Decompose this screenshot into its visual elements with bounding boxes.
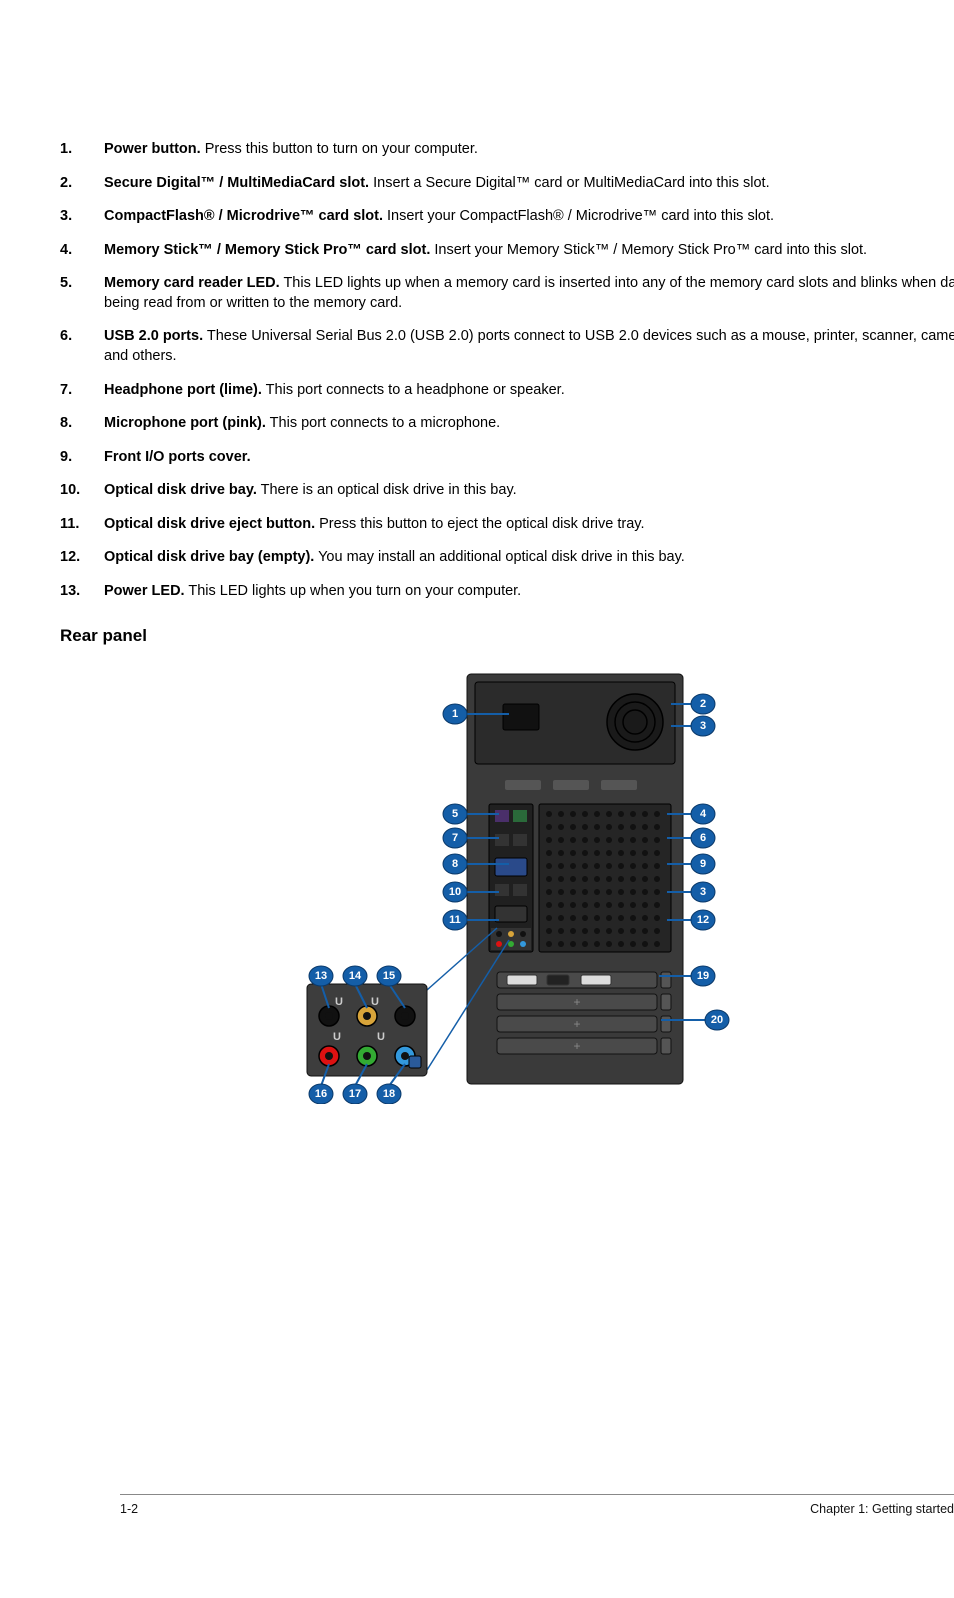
item-text: Power button. Press this button to turn … [104, 140, 954, 160]
item-number: 8. [60, 414, 104, 434]
item-text: USB 2.0 ports. These Universal Serial Bu… [104, 327, 954, 366]
item-number: 2. [60, 174, 104, 194]
item-text: Optical disk drive bay (empty). You may … [104, 548, 954, 568]
svg-text:5: 5 [452, 808, 458, 820]
item-text: Optical disk drive bay. There is an opti… [104, 481, 954, 501]
svg-text:11: 11 [449, 914, 461, 926]
item-number: 4. [60, 241, 104, 261]
item-number: 7. [60, 381, 104, 401]
svg-text:U: U [377, 1031, 385, 1043]
feature-item: 6.USB 2.0 ports. These Universal Serial … [60, 327, 954, 366]
page-number: 1-2 [120, 1501, 138, 1518]
feature-item: 1.Power button. Press this button to tur… [60, 140, 954, 160]
item-number: 13. [60, 582, 104, 602]
rear-panel-heading: Rear panel [60, 625, 954, 648]
svg-text:18: 18 [383, 1088, 395, 1100]
svg-text:6: 6 [700, 832, 706, 844]
feature-item: 2.Secure Digital™ / MultiMediaCard slot.… [60, 174, 954, 194]
item-number: 10. [60, 481, 104, 501]
feature-item: 7.Headphone port (lime). This port conne… [60, 381, 954, 401]
svg-text:9: 9 [700, 858, 706, 870]
feature-item: 11.Optical disk drive eject button. Pres… [60, 515, 954, 535]
chapter-label: Chapter 1: Getting started [810, 1501, 954, 1518]
item-text: CompactFlash® / Microdrive™ card slot. I… [104, 207, 954, 227]
svg-text:15: 15 [383, 970, 395, 982]
svg-text:10: 10 [449, 886, 461, 898]
svg-text:12: 12 [697, 914, 709, 926]
feature-item: 5.Memory card reader LED. This LED light… [60, 274, 954, 313]
page-footer: 1-2 Chapter 1: Getting started [120, 1494, 954, 1518]
item-number: 1. [60, 140, 104, 160]
svg-text:4: 4 [700, 808, 707, 820]
item-text: Microphone port (pink). This port connec… [104, 414, 954, 434]
svg-text:13: 13 [315, 970, 327, 982]
svg-text:U: U [333, 1031, 341, 1043]
feature-item: 9.Front I/O ports cover. [60, 448, 954, 468]
item-number: 9. [60, 448, 104, 468]
item-text: Memory card reader LED. This LED lights … [104, 274, 954, 313]
item-number: 6. [60, 327, 104, 366]
svg-text:+: + [573, 1039, 580, 1053]
item-number: 5. [60, 274, 104, 313]
svg-text:8: 8 [452, 858, 458, 870]
feature-item: 4.Memory Stick™ / Memory Stick Pro™ card… [60, 241, 954, 261]
svg-text:17: 17 [349, 1088, 361, 1100]
svg-text:7: 7 [452, 832, 458, 844]
item-text: Optical disk drive eject button. Press t… [104, 515, 954, 535]
rear-panel-diagram: +++UUUU15781011234693121920131415161718 [60, 664, 954, 1104]
item-text: Memory Stick™ / Memory Stick Pro™ card s… [104, 241, 954, 261]
svg-text:19: 19 [697, 970, 709, 982]
item-text: Front I/O ports cover. [104, 448, 954, 468]
item-number: 3. [60, 207, 104, 227]
svg-text:1: 1 [452, 708, 458, 720]
item-number: 11. [60, 515, 104, 535]
feature-item: 3.CompactFlash® / Microdrive™ card slot.… [60, 207, 954, 227]
svg-text:+: + [573, 995, 580, 1009]
feature-item: 8.Microphone port (pink). This port conn… [60, 414, 954, 434]
svg-text:16: 16 [315, 1088, 327, 1100]
svg-text:3: 3 [700, 720, 706, 732]
svg-text:14: 14 [349, 970, 362, 982]
item-text: Headphone port (lime). This port connect… [104, 381, 954, 401]
feature-item: 12.Optical disk drive bay (empty). You m… [60, 548, 954, 568]
svg-text:20: 20 [711, 1014, 723, 1026]
feature-item: 13.Power LED. This LED lights up when yo… [60, 582, 954, 602]
svg-text:2: 2 [700, 698, 706, 710]
feature-list: 1.Power button. Press this button to tur… [60, 140, 954, 601]
svg-text:U: U [335, 996, 343, 1008]
svg-text:U: U [371, 996, 379, 1008]
svg-text:3: 3 [700, 886, 706, 898]
item-text: Secure Digital™ / MultiMediaCard slot. I… [104, 174, 954, 194]
svg-text:+: + [573, 1017, 580, 1031]
item-text: Power LED. This LED lights up when you t… [104, 582, 954, 602]
feature-item: 10.Optical disk drive bay. There is an o… [60, 481, 954, 501]
item-number: 12. [60, 548, 104, 568]
